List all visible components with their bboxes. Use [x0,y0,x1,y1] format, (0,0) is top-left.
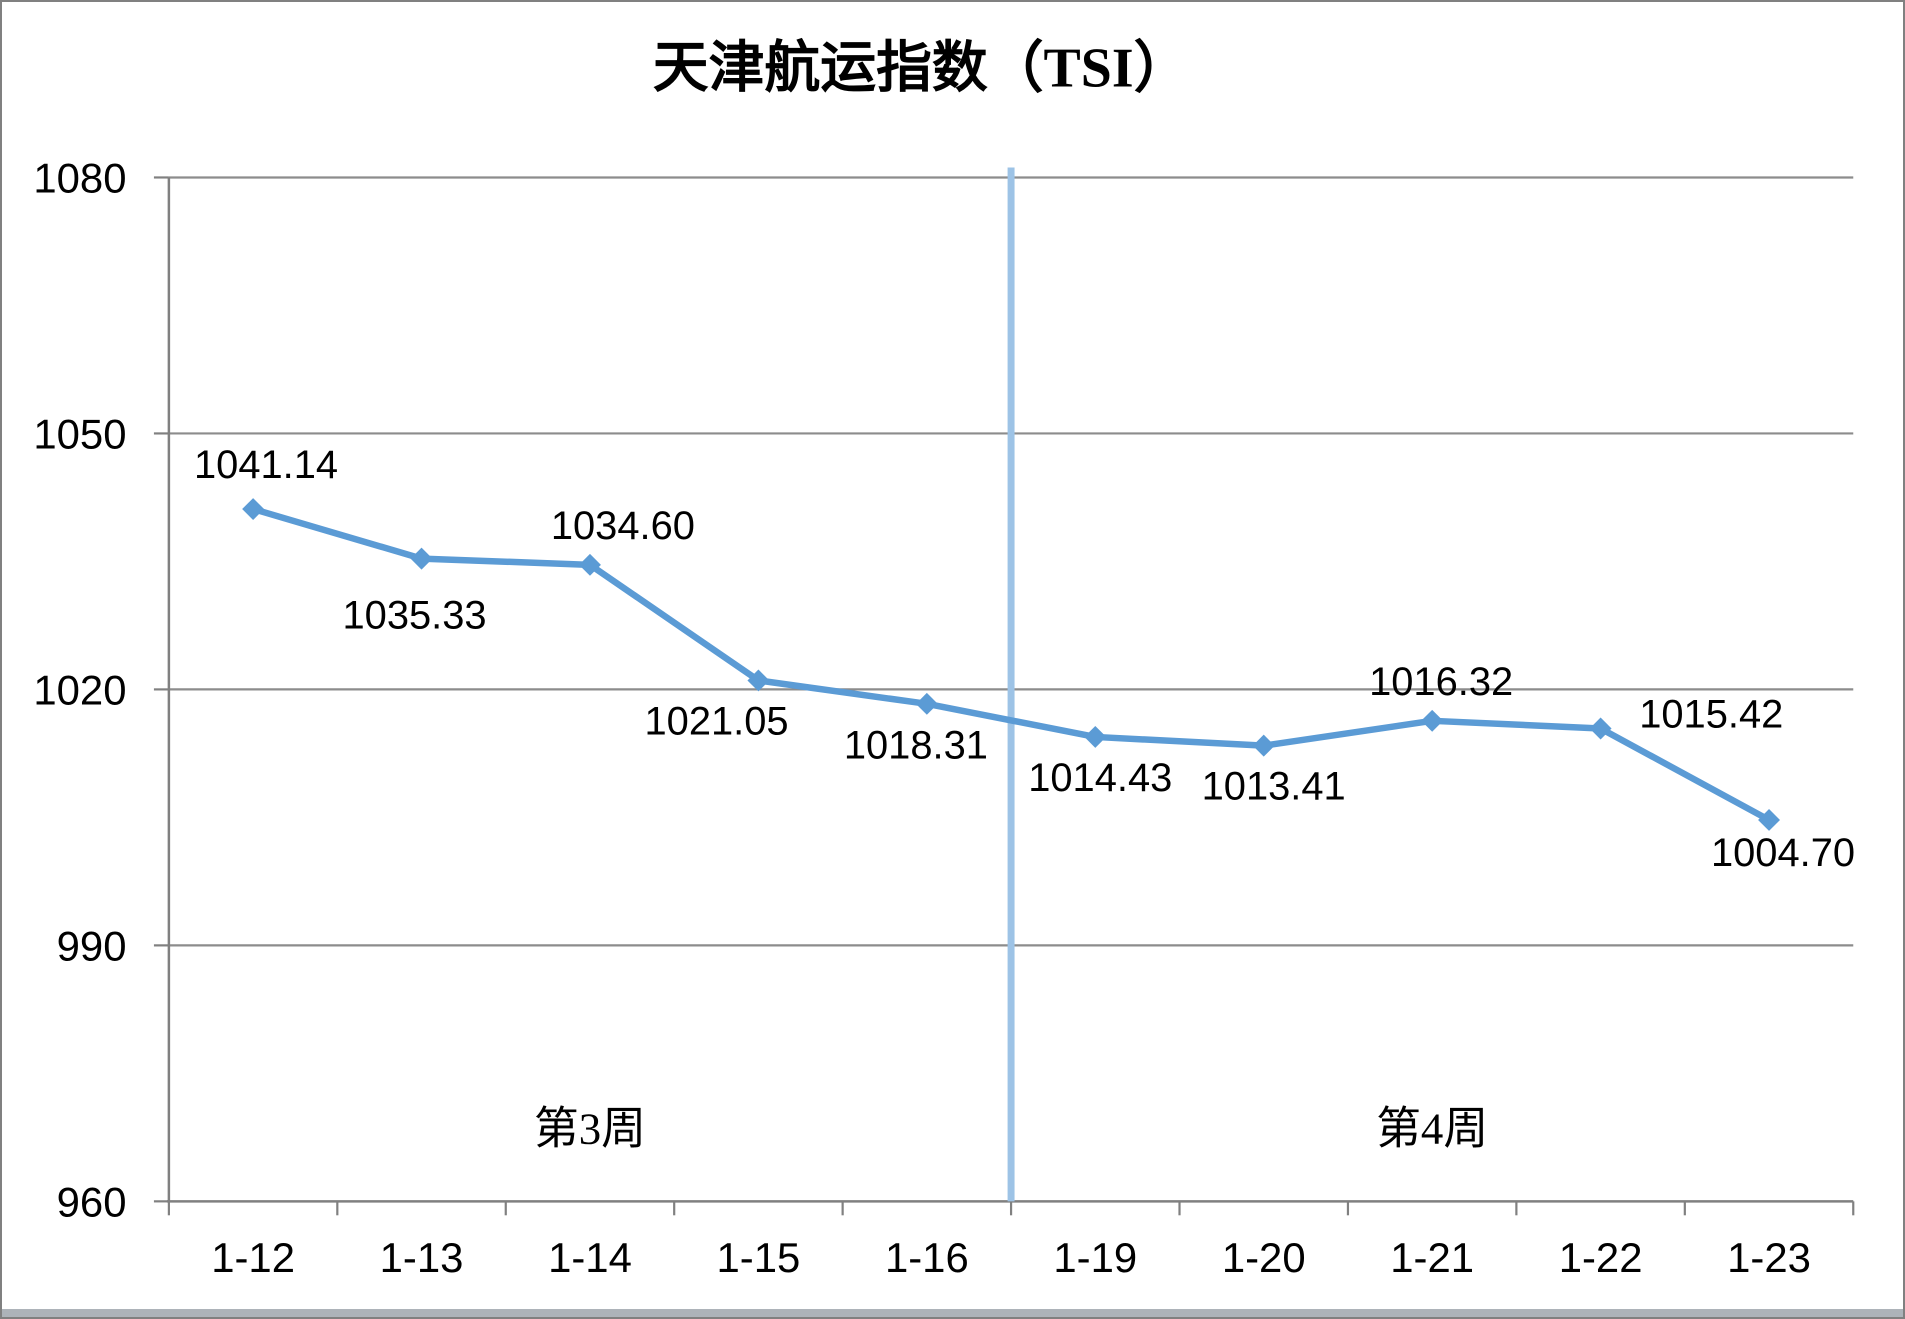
week4-label: 第4周 [1376,1104,1488,1154]
data-label-1-16: 1018.31 [844,724,988,768]
x-tick-label-1-16: 1-16 [885,1234,969,1281]
data-labels: 1041.14 1035.33 1034.60 1021.05 1018.31 1014.… [194,443,1855,875]
x-tick-label-1-15: 1-15 [717,1234,801,1281]
data-point-1-13 [410,547,433,570]
y-tick-label-960: 960 [57,1178,127,1225]
data-label-1-14: 1034.60 [551,504,695,548]
x-tick-label-1-21: 1-21 [1390,1234,1474,1281]
chart-title: 天津航运指数（TSI） [653,37,1190,100]
week-divider-group [1007,167,1015,1202]
data-label-1-20: 1013.41 [1202,764,1346,808]
axes [153,176,1855,1216]
data-label-1-19: 1014.43 [1028,756,1172,800]
data-label-1-15: 1021.05 [644,699,788,743]
week-divider-line [1007,167,1015,1202]
week-annotations: 第3周 第4周 [534,1104,1488,1154]
data-label-1-21: 1016.32 [1369,660,1513,704]
data-point-1-15 [747,669,770,692]
x-tick-label-1-14: 1-14 [548,1234,632,1281]
data-point-1-21 [1421,709,1444,732]
x-tick-label-1-22: 1-22 [1559,1234,1643,1281]
axis-tick-labels: 960 990 1020 1050 1080 1-12 1-13 1-14 1-15 1-16 1-… [33,154,1811,1281]
x-tick-label-1-13: 1-13 [380,1234,464,1281]
data-label-1-13: 1035.33 [343,593,487,637]
x-tick-label-1-19: 1-19 [1053,1234,1137,1281]
x-tick-label-1-12: 1-12 [211,1234,295,1281]
data-point-1-14 [579,553,601,576]
x-tick-label-1-23: 1-23 [1727,1234,1811,1281]
data-label-1-22: 1015.42 [1639,692,1783,736]
y-tick-label-1020: 1020 [33,666,126,713]
week3-label: 第3周 [534,1104,646,1154]
data-point-1-20 [1252,734,1275,757]
data-label-1-12: 1041.14 [194,443,338,487]
bottom-edge-strip [2,1309,1903,1317]
data-point-1-12 [242,498,265,521]
data-point-1-19 [1084,725,1107,748]
y-tick-label-1050: 1050 [33,410,126,457]
y-tick-label-990: 990 [57,922,127,969]
series-line-tsi [249,505,1773,824]
x-tick-label-1-20: 1-20 [1222,1234,1306,1281]
y-tick-label-1080: 1080 [33,154,126,201]
data-label-1-23: 1004.70 [1711,831,1855,875]
data-point-1-16 [915,692,938,715]
